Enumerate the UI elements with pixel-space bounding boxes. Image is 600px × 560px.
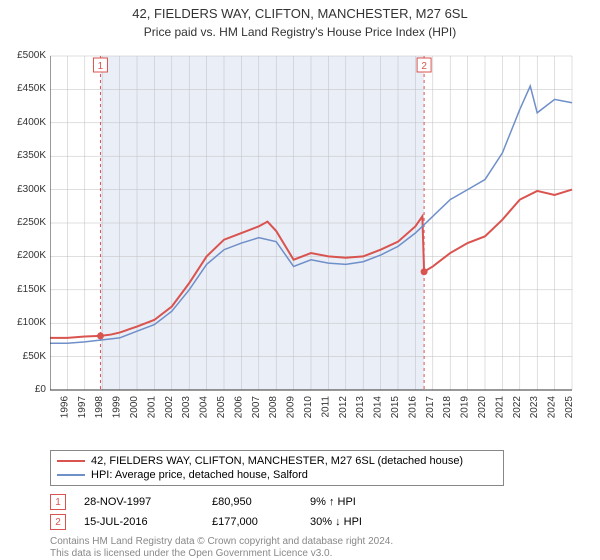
y-tick-label: £200K [0, 250, 46, 261]
svg-text:2018: 2018 [442, 396, 453, 419]
chart-subtitle: Price paid vs. HM Land Registry's House … [0, 23, 600, 39]
price-chart: 1995 1996 1997 1998 1999 2000 2001 2002 2003 2004… [50, 50, 580, 420]
legend-swatch-1 [57, 460, 85, 462]
marker-price-2: £177,000 [212, 516, 292, 528]
svg-text:2025: 2025 [564, 396, 575, 419]
svg-text:2021: 2021 [494, 396, 505, 419]
legend-row-2: HPI: Average price, detached house, Salf… [57, 468, 497, 482]
legend-label-1: 42, FIELDERS WAY, CLIFTON, MANCHESTER, M… [91, 455, 463, 467]
marker-box-2: 2 [50, 514, 66, 530]
svg-text:2006: 2006 [233, 396, 244, 419]
y-tick-label: £450K [0, 83, 46, 94]
svg-text:2008: 2008 [268, 396, 279, 419]
svg-text:2000: 2000 [129, 396, 140, 419]
svg-text:1999: 1999 [112, 396, 123, 419]
footer-line-2: This data is licensed under the Open Gov… [50, 548, 393, 560]
y-tick-label: £300K [0, 184, 46, 195]
svg-text:2015: 2015 [390, 396, 401, 419]
y-tick-label: £250K [0, 217, 46, 228]
y-tick-label: £0 [0, 384, 46, 395]
marker-row-2: 2 15-JUL-2016 £177,000 30% ↓ HPI [50, 514, 362, 530]
y-tick-label: £100K [0, 317, 46, 328]
svg-text:2023: 2023 [529, 396, 540, 419]
svg-text:2020: 2020 [477, 396, 488, 419]
footer-line-1: Contains HM Land Registry data © Crown c… [50, 536, 393, 548]
svg-text:2013: 2013 [355, 396, 366, 419]
svg-text:2007: 2007 [251, 396, 262, 419]
svg-text:1995: 1995 [50, 396, 53, 419]
svg-text:2004: 2004 [199, 396, 210, 419]
y-tick-label: £400K [0, 117, 46, 128]
svg-text:2010: 2010 [303, 396, 314, 419]
footer: Contains HM Land Registry data © Crown c… [50, 536, 393, 560]
svg-text:2012: 2012 [338, 396, 349, 419]
y-tick-label: £50K [0, 351, 46, 362]
legend-swatch-2 [57, 474, 85, 476]
marker-date-1: 28-NOV-1997 [84, 496, 194, 508]
y-tick-label: £350K [0, 150, 46, 161]
svg-text:2019: 2019 [460, 396, 471, 419]
svg-text:2017: 2017 [425, 396, 436, 419]
svg-text:2003: 2003 [181, 396, 192, 419]
marker-row-1: 1 28-NOV-1997 £80,950 9% ↑ HPI [50, 494, 356, 510]
svg-text:2009: 2009 [286, 396, 297, 419]
svg-text:2011: 2011 [320, 396, 331, 418]
svg-text:1: 1 [98, 61, 104, 72]
svg-text:2022: 2022 [512, 396, 523, 419]
svg-text:2016: 2016 [407, 396, 418, 419]
marker-delta-2: 30% ↓ HPI [310, 516, 362, 528]
chart-title: 42, FIELDERS WAY, CLIFTON, MANCHESTER, M… [0, 0, 600, 23]
y-tick-label: £150K [0, 284, 46, 295]
svg-text:2005: 2005 [216, 396, 227, 419]
svg-text:1996: 1996 [59, 396, 70, 419]
svg-text:2001: 2001 [146, 396, 157, 419]
legend-row-1: 42, FIELDERS WAY, CLIFTON, MANCHESTER, M… [57, 454, 497, 468]
svg-text:2014: 2014 [373, 396, 384, 419]
svg-text:1997: 1997 [77, 396, 88, 419]
legend: 42, FIELDERS WAY, CLIFTON, MANCHESTER, M… [50, 450, 504, 486]
marker-date-2: 15-JUL-2016 [84, 516, 194, 528]
svg-text:2024: 2024 [547, 396, 558, 419]
marker-price-1: £80,950 [212, 496, 292, 508]
svg-text:1998: 1998 [94, 396, 105, 419]
svg-text:2002: 2002 [164, 396, 175, 419]
svg-text:2: 2 [421, 61, 427, 72]
legend-label-2: HPI: Average price, detached house, Salf… [91, 469, 308, 481]
y-tick-label: £500K [0, 50, 46, 61]
chart-container: 42, FIELDERS WAY, CLIFTON, MANCHESTER, M… [0, 0, 600, 560]
marker-delta-1: 9% ↑ HPI [310, 496, 356, 508]
marker-box-1: 1 [50, 494, 66, 510]
